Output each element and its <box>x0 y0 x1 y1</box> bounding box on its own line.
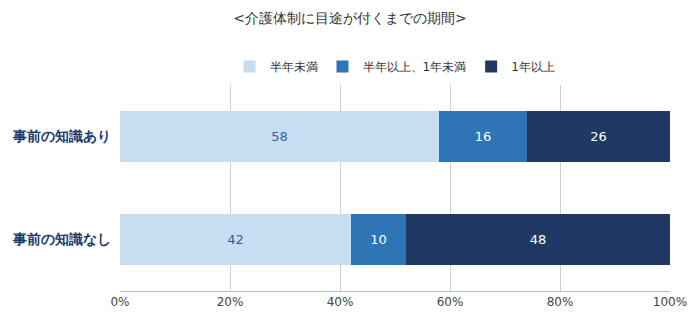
svg-text:42: 42 <box>227 232 244 247</box>
svg-text:半年以上、1年未満: 半年以上、1年未満 <box>363 60 467 74</box>
svg-text:20%: 20% <box>217 295 244 309</box>
svg-text:半年未満: 半年未満 <box>270 60 318 74</box>
svg-text:40%: 40% <box>327 295 354 309</box>
svg-text:<介護体制に目途が付くまでの期間>: <介護体制に目途が付くまでの期間> <box>233 10 466 26</box>
svg-text:1年以上: 1年以上 <box>511 60 555 74</box>
svg-text:26: 26 <box>590 129 607 144</box>
svg-text:事前の知識あり: 事前の知識あり <box>12 128 111 144</box>
svg-text:16: 16 <box>475 129 492 144</box>
svg-text:0%: 0% <box>110 295 129 309</box>
svg-text:10: 10 <box>370 232 387 247</box>
svg-text:58: 58 <box>271 129 288 144</box>
svg-text:60%: 60% <box>437 295 464 309</box>
svg-text:事前の知識なし: 事前の知識なし <box>12 231 111 247</box>
svg-text:48: 48 <box>530 232 547 247</box>
svg-text:80%: 80% <box>547 295 574 309</box>
svg-text:100%: 100% <box>653 295 687 309</box>
